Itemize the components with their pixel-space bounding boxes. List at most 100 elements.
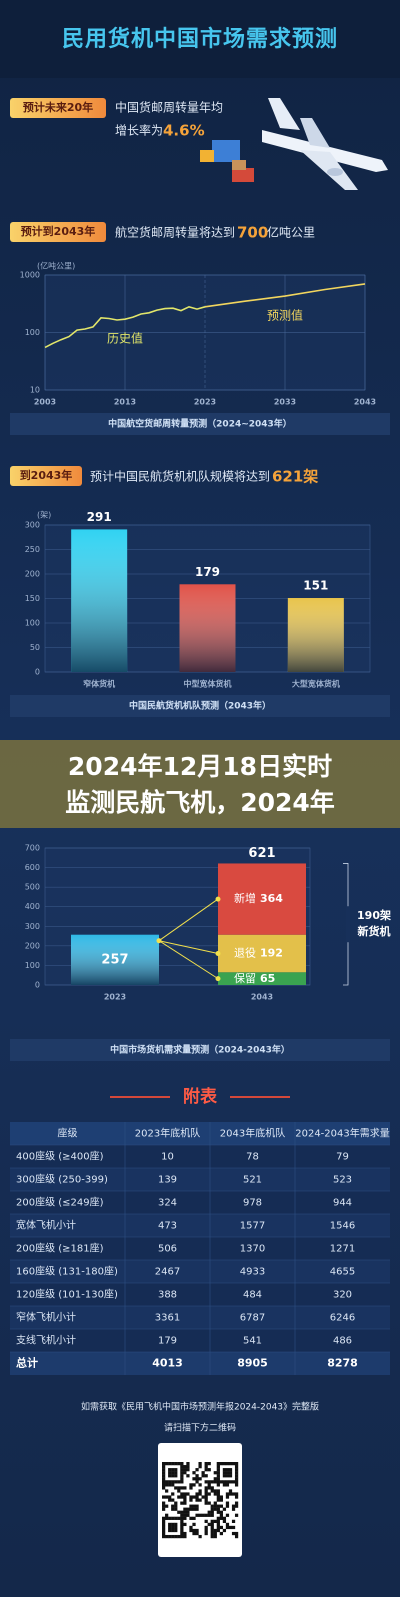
qr-module — [168, 1483, 172, 1487]
qr-module — [180, 1462, 184, 1466]
qr-module — [204, 1465, 208, 1469]
qr-module — [210, 1525, 214, 1530]
qr-module — [207, 1468, 211, 1472]
qr-module — [189, 1483, 193, 1487]
qr-module — [216, 1477, 220, 1481]
qr-module — [189, 1495, 193, 1499]
qr-module — [171, 1516, 175, 1520]
qr-module — [177, 1480, 181, 1484]
qr-module — [195, 1468, 199, 1472]
qr-module — [216, 1522, 220, 1527]
y-tick-label: 300 — [25, 922, 40, 931]
qr-module — [198, 1492, 202, 1496]
x-tick-label: 中型宽体货机 — [184, 679, 232, 689]
qr-module — [207, 1492, 211, 1496]
qr-module — [213, 1492, 217, 1496]
table-cell: 200座级 (≥181座) — [16, 1242, 104, 1255]
table-cell: 4933 — [240, 1267, 265, 1278]
qr-module — [207, 1513, 211, 1517]
qr-module — [192, 1495, 196, 1499]
badge-text: 预计到2043年 — [21, 224, 96, 238]
y-tick-label: 150 — [25, 594, 40, 603]
value-label: 257 — [101, 952, 128, 967]
qr-module — [195, 1480, 199, 1484]
qr-module — [192, 1507, 196, 1511]
total-label: 621 — [248, 846, 275, 861]
qr-module — [183, 1501, 187, 1505]
y-tick-label: 100 — [25, 961, 40, 970]
qr-module — [168, 1480, 172, 1484]
qr-module — [162, 1528, 166, 1533]
qr-module — [216, 1495, 220, 1499]
badge-text: 预计未来20年 — [23, 100, 93, 114]
qr-module — [183, 1522, 187, 1527]
qr-module — [222, 1483, 227, 1487]
value-label: 179 — [195, 565, 220, 579]
qr-module — [234, 1477, 239, 1481]
qr-module — [225, 1495, 230, 1499]
table-cell: 窄体飞机小计 — [16, 1311, 76, 1324]
y-tick-label: 0 — [35, 981, 40, 990]
qr-module — [210, 1528, 214, 1533]
y-tick-label: 0 — [35, 668, 40, 677]
qr-module — [186, 1468, 190, 1472]
qr-module — [216, 1516, 220, 1520]
badge — [10, 98, 106, 118]
qr-module — [168, 1468, 172, 1472]
table-header-cell: 2043年底机队 — [220, 1127, 285, 1140]
qr-module — [228, 1480, 233, 1484]
qr-module — [174, 1471, 178, 1475]
qr-module — [204, 1480, 208, 1484]
qr-module — [222, 1516, 227, 1520]
qr-module — [174, 1504, 178, 1508]
segment-name: 新增 — [234, 891, 256, 905]
qr-module — [219, 1513, 223, 1517]
caption-band — [10, 413, 390, 435]
qr-module — [192, 1531, 196, 1536]
qr-module — [177, 1495, 181, 1499]
qr-module — [219, 1531, 223, 1536]
qr-module — [180, 1468, 184, 1472]
connector — [158, 940, 219, 954]
qr-module — [195, 1495, 199, 1499]
qr-module — [228, 1474, 233, 1478]
qr-module — [234, 1531, 239, 1536]
qr-module — [192, 1504, 196, 1508]
qr-module — [174, 1516, 178, 1520]
segment-name: 退役 — [234, 945, 256, 959]
qr-module — [204, 1474, 208, 1478]
bar-segment — [218, 934, 306, 973]
qr-module — [216, 1492, 220, 1496]
plane-illustration — [200, 98, 388, 190]
qr-module — [183, 1486, 187, 1490]
qr-module — [234, 1513, 239, 1517]
qr-module — [162, 1507, 166, 1511]
qr-module — [180, 1492, 184, 1496]
table-cell: 523 — [333, 1175, 352, 1186]
qr-module — [162, 1471, 166, 1475]
qr-module — [162, 1483, 166, 1487]
qr-module — [216, 1525, 220, 1530]
table-cell: 78 — [246, 1152, 259, 1163]
qr-module — [213, 1519, 217, 1523]
table-cell: 324 — [158, 1198, 177, 1209]
qr-module — [210, 1510, 214, 1514]
table-cell: 506 — [158, 1244, 177, 1255]
qr-module — [216, 1483, 220, 1487]
connector-dot — [215, 976, 221, 982]
qr-module — [231, 1462, 236, 1466]
qr-module — [162, 1525, 166, 1530]
table-header-cell: 2023年底机队 — [135, 1127, 200, 1140]
segment-value: 364 — [260, 892, 283, 905]
y-tick-label: 10 — [30, 386, 40, 395]
qr-module — [189, 1507, 193, 1511]
qr-module — [216, 1498, 220, 1502]
qr-module — [225, 1513, 230, 1517]
qr-module — [162, 1486, 166, 1490]
qr-module — [219, 1504, 223, 1508]
table-cell: 139 — [158, 1175, 177, 1186]
qr-module — [219, 1498, 223, 1502]
qr-module — [195, 1504, 199, 1508]
qr-module — [207, 1480, 211, 1484]
